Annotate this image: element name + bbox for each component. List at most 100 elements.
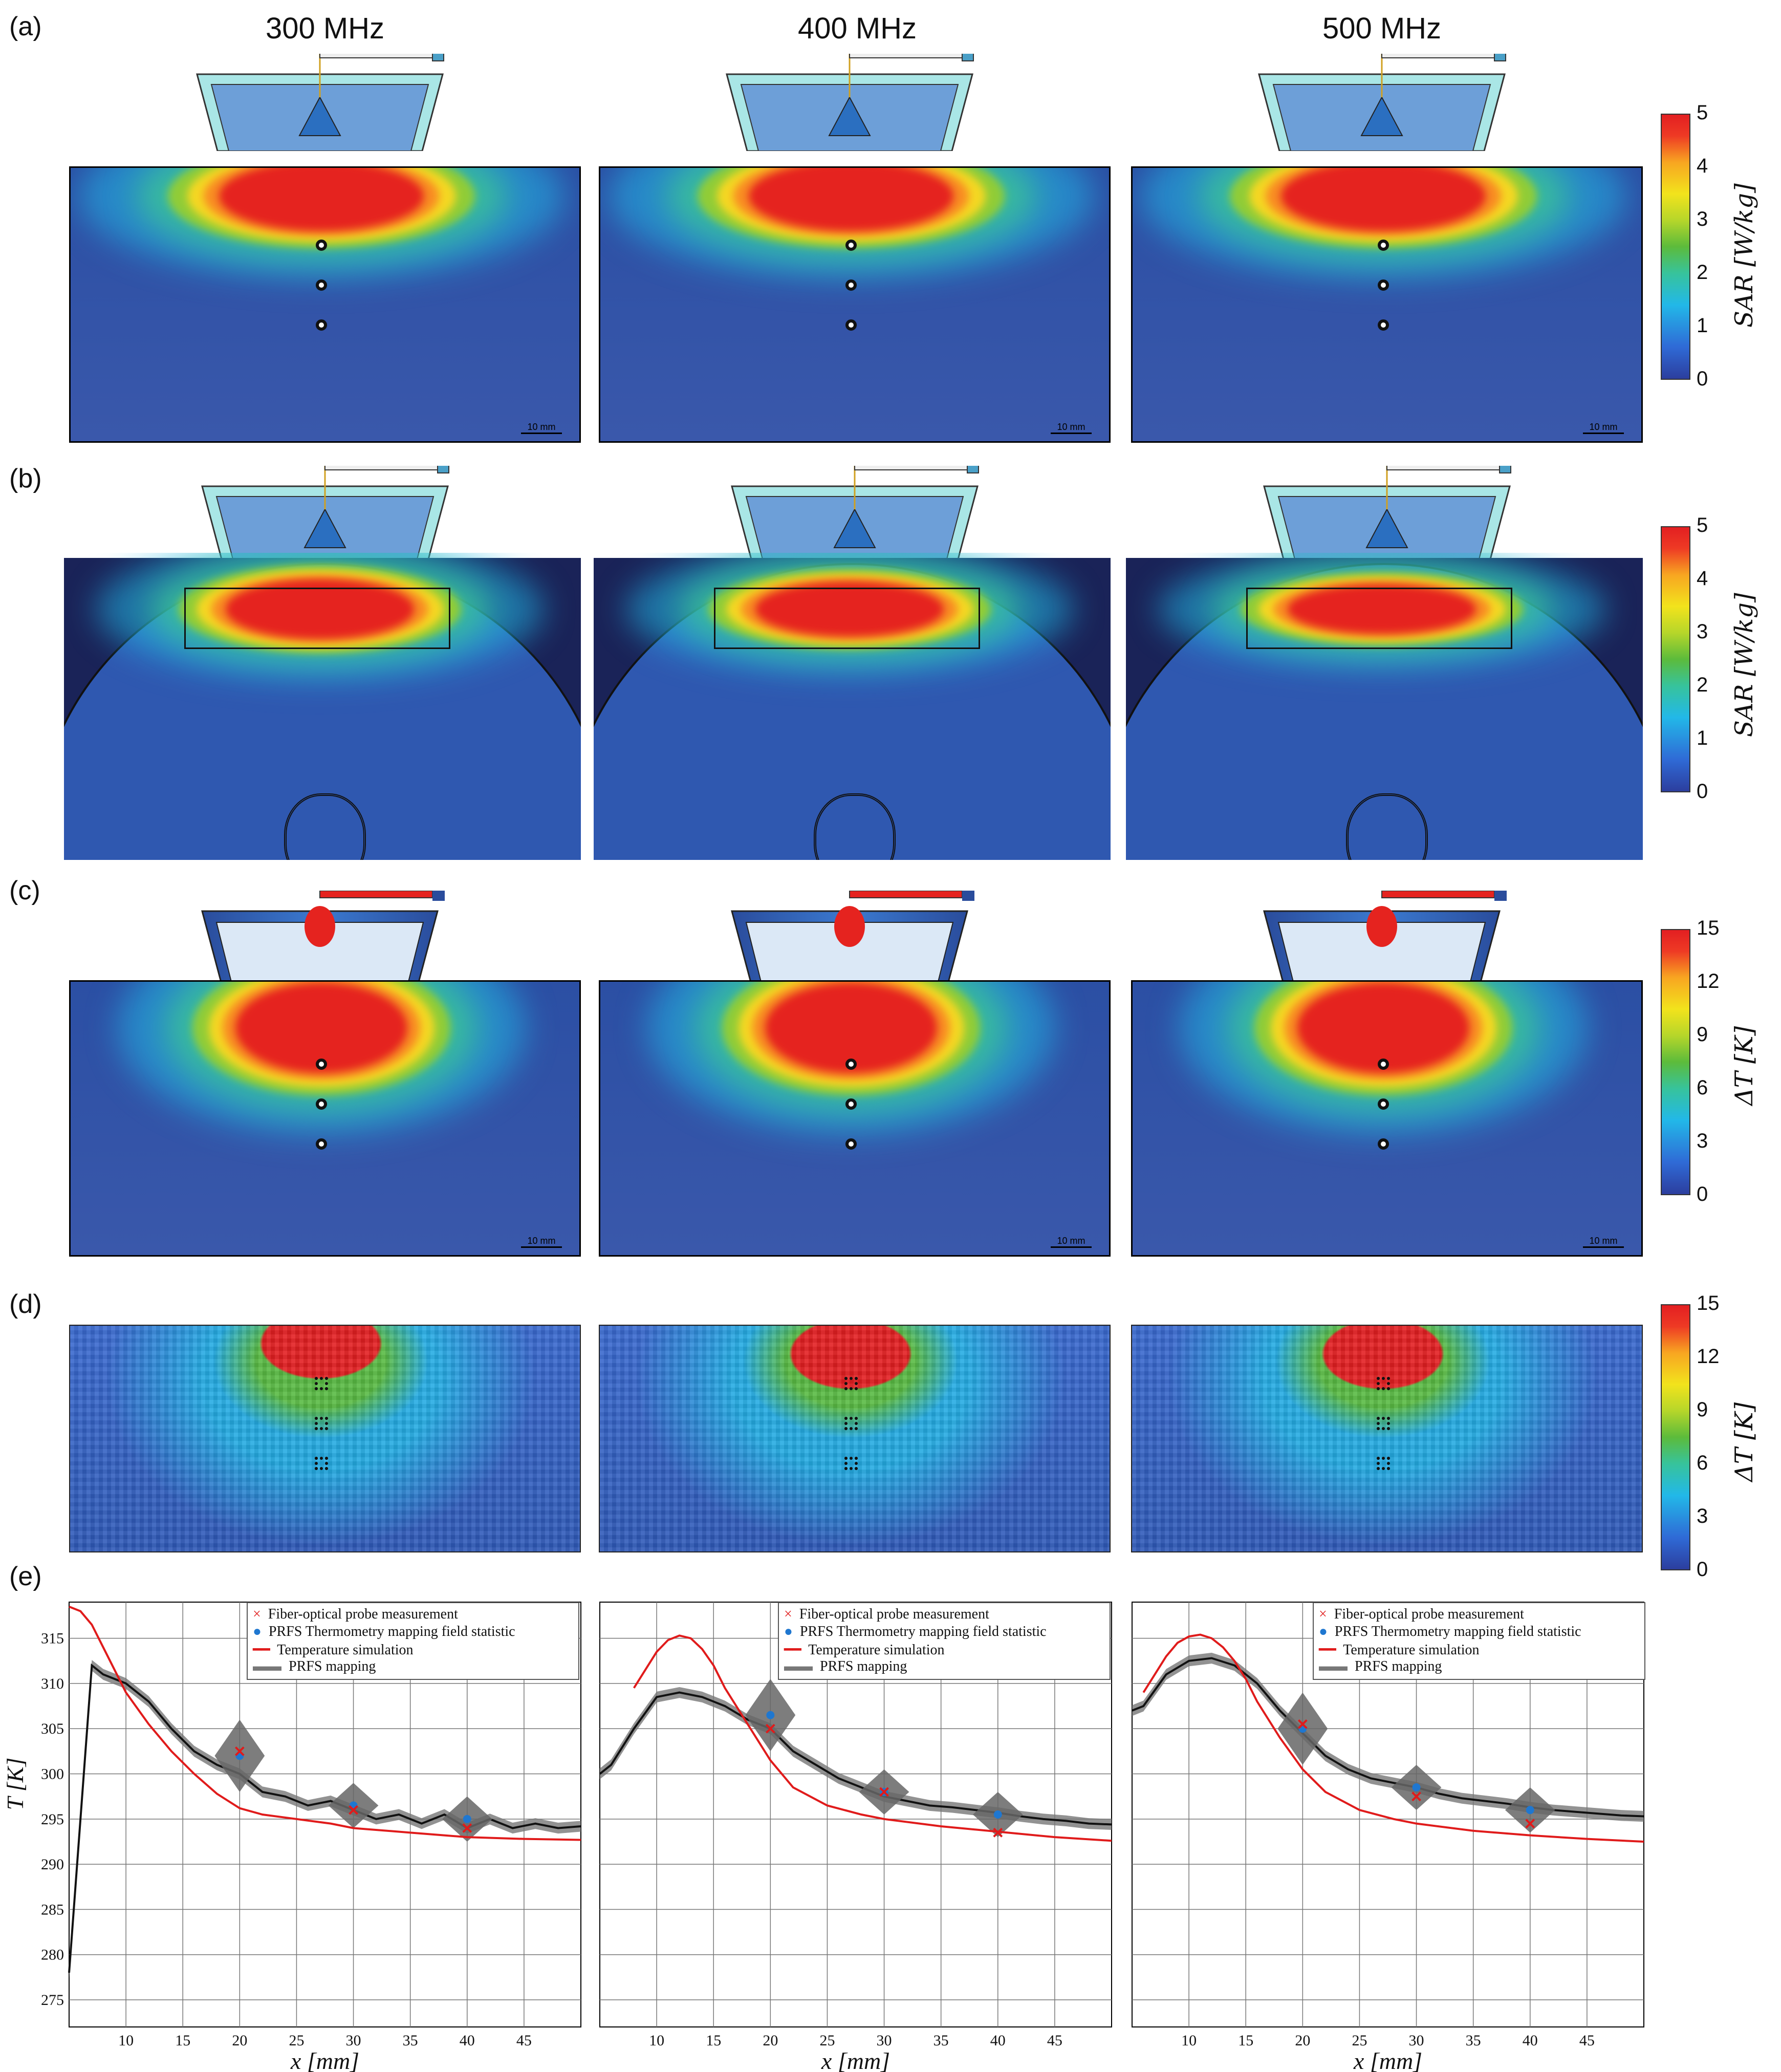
chart-0-xtick-5: 35 [403,2032,418,2049]
cticks-d-tick-1: 12 [1697,1345,1720,1368]
cticks-d-tick-2: 9 [1697,1398,1708,1421]
cticks-b-tick-3: 2 [1697,674,1708,696]
row-a-probe-2-1 [1378,279,1389,291]
cticks-a-tick-2: 3 [1697,208,1708,230]
colorbar-sar-b-label: SAR [W/kg] [1730,593,1758,737]
row-c-hotspot-1-layer-5 [765,983,937,1073]
row-a-scale-bar-1: 10 mm [1051,422,1092,434]
row-a-probe-1-2 [845,319,857,331]
chart-2-xtick-7: 45 [1579,2032,1595,2049]
legend-chart-3: × Fiber-optical probe measurement ● PRFS… [1313,1602,1645,1680]
row-b-hotspot-1-layer-5 [755,582,944,636]
legend-sim-1: ━━ Temperature simulation [253,1642,414,1658]
row-c-probe-2-2 [1378,1138,1389,1150]
chart-2-xtick-4: 30 [1409,2032,1424,2049]
legend-prfs-map-2: ▬▬ PRFS mapping [784,1658,907,1674]
chart-1-xtick-7: 45 [1047,2032,1062,2049]
cticks-c-tick-2: 9 [1697,1023,1708,1046]
chart-2-prfs-band [1132,1652,1644,1822]
row-label-a: (a) [9,12,42,41]
chart-0-xtick-2: 20 [232,2032,247,2049]
legend-fiber-3: × Fiber-optical probe measurement [1319,1606,1524,1622]
row-d-probe-0-1 [315,1417,328,1430]
legend-chart-2: × Fiber-optical probe measurement ● PRFS… [778,1602,1111,1680]
chart-2-probe-1 [1411,1792,1421,1802]
legend-prfs-map-3: ▬▬ PRFS mapping [1319,1658,1442,1674]
colorbar-dt-c-label: ΔT [K] [1730,1026,1758,1106]
row-b-region-box-1 [714,588,980,649]
chart-1-probe-0 [765,1723,775,1734]
cticks-c-tick-3: 6 [1697,1076,1708,1099]
row-a-applicator-0 [192,48,448,152]
cticks-d-tick-4: 3 [1697,1505,1708,1527]
chart-0-ytick-2: 285 [41,1901,64,1918]
row-a-probe-0-2 [316,319,327,331]
row-c-panel-2: 10 mm [1131,980,1643,1257]
chart-0-prfs-stat-2 [463,1815,471,1823]
row-d-panel-1 [599,1325,1111,1552]
row-a-applicator-1 [722,48,978,152]
colorbar-dt-d-unit: [K] [1730,1402,1758,1440]
colorbar-sar-b-unit: [W/kg] [1730,593,1758,677]
chart-1-xtick-1: 15 [706,2032,721,2049]
chart-1-prfs-stat-2 [993,1810,1002,1819]
chart-2-xtick-1: 15 [1238,2032,1253,2049]
chart-0-xtick-7: 45 [516,2032,532,2049]
row-a-applicator-2 [1254,48,1510,152]
freq-header-500: 500 MHz [1322,12,1442,45]
row-a-scale-bar-0: 10 mm [521,422,562,434]
row-b-applicator-2 [1259,460,1515,564]
row-label-c: (c) [9,876,40,905]
chart-2-sim-line [1142,1633,1644,1843]
row-c-probe-2-0 [1378,1059,1389,1070]
row-c-probe-2-1 [1378,1098,1389,1110]
chart-0-ytick-1: 280 [41,1947,64,1963]
row-d-probe-1-2 [844,1457,858,1470]
row-c-probe-0-2 [316,1138,327,1150]
row-b-applicator-0 [197,460,453,564]
row-a-hotspot-2-layer-5 [1281,168,1486,231]
row-c-applicator-2-drawing [1263,888,1507,989]
cticks-c-tick-5: 0 [1697,1183,1708,1205]
colorbar-sar-a-unit: [W/kg] [1730,183,1758,267]
colorbar-dt-d [1661,1304,1690,1570]
row-a-panel-1: 10 mm [599,166,1111,443]
chart-2-prfs-stat-1 [1412,1783,1421,1792]
chart-2-probe-0 [1297,1719,1308,1729]
row-c-applicator-1-drawing [731,888,974,989]
freq-header-300: 300 MHz [265,12,385,45]
row-b-ventricle-0 [284,793,366,860]
row-c-scale-bar-2: 10 mm [1583,1236,1624,1248]
chart-2-xtick-5: 35 [1466,2032,1481,2049]
row-a-hotspot-0-layer-5 [219,168,424,231]
row-c-panel-0: 10 mm [69,980,581,1257]
row-d-probe-2-1 [1377,1417,1390,1430]
row-d-probe-2-2 [1377,1457,1390,1470]
cticks-c-tick-0: 15 [1697,917,1720,939]
legend-sim-2: ━━ Temperature simulation [784,1642,945,1658]
chart-0-xtick-1: 15 [175,2032,190,2049]
cticks-a-tick-0: 5 [1697,101,1708,124]
row-d-noise-2 [1132,1326,1642,1551]
colorbar-sar-b [1661,526,1690,792]
row-c-applicator-0-drawing [201,888,445,989]
chart-1-probe-2 [993,1827,1003,1838]
chart-0-probe-2 [462,1823,472,1833]
row-c-hotspot-0-layer-5 [235,983,407,1073]
colorbar-dt-c-name: ΔT [1730,1071,1758,1106]
chart-0-ytick-4: 295 [41,1811,64,1828]
legend-fiber-1: × Fiber-optical probe measurement [253,1606,458,1622]
row-label-b: (b) [9,464,42,493]
cticks-d-tick-5: 0 [1697,1558,1708,1581]
row-c-probe-1-2 [845,1138,857,1150]
row-b-hotspot-0-layer-5 [226,579,414,639]
cticks-c-tick-1: 12 [1697,970,1720,992]
chart-0-xtick-3: 25 [289,2032,304,2049]
chart-1-xtick-3: 25 [819,2032,835,2049]
row-a-probe-2-2 [1378,319,1389,331]
legend-prfs-stat-3: ● PRFS Thermometry mapping field statist… [1319,1624,1581,1639]
chart-0-ytick-8: 315 [41,1630,64,1647]
row-b-panel-1 [594,553,1111,860]
row-d-panel-0 [69,1325,581,1552]
chart-0-xlabel: x [mm] [290,2048,359,2072]
